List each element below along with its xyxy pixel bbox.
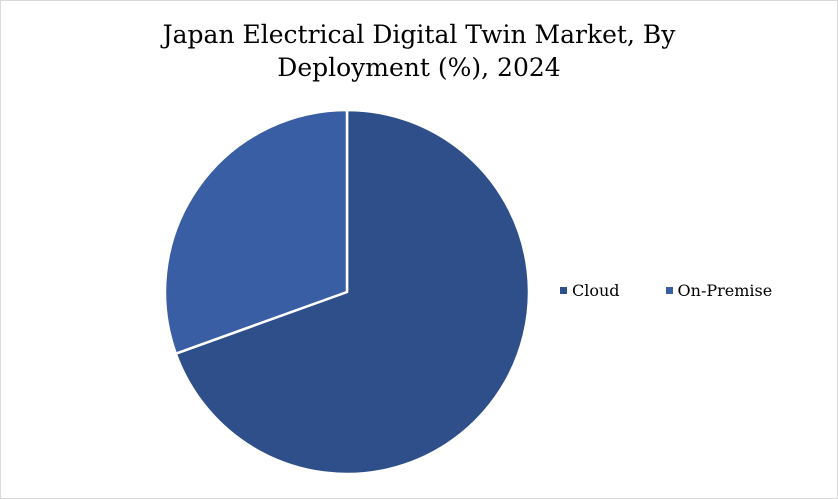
legend-swatch-on-premise [665,287,673,294]
legend-swatch-cloud [560,287,567,294]
legend-label-cloud: Cloud [572,281,620,300]
chart-title: Japan Electrical Digital Twin Market, By… [0,18,838,84]
pie-slices [163,108,531,476]
chart-title-line-1: Japan Electrical Digital Twin Market, By [162,20,676,49]
chart-title-line-2: Deployment (%), 2024 [277,53,561,82]
legend-label-on-premise: On-Premise [677,281,773,300]
pie-slice-on-premise [163,108,349,355]
legend-item-on-premise: On-Premise [665,281,773,300]
pie-slice-cloud [174,108,531,476]
legend: Cloud On-Premise [560,281,772,300]
legend-item-cloud: Cloud [560,281,620,300]
